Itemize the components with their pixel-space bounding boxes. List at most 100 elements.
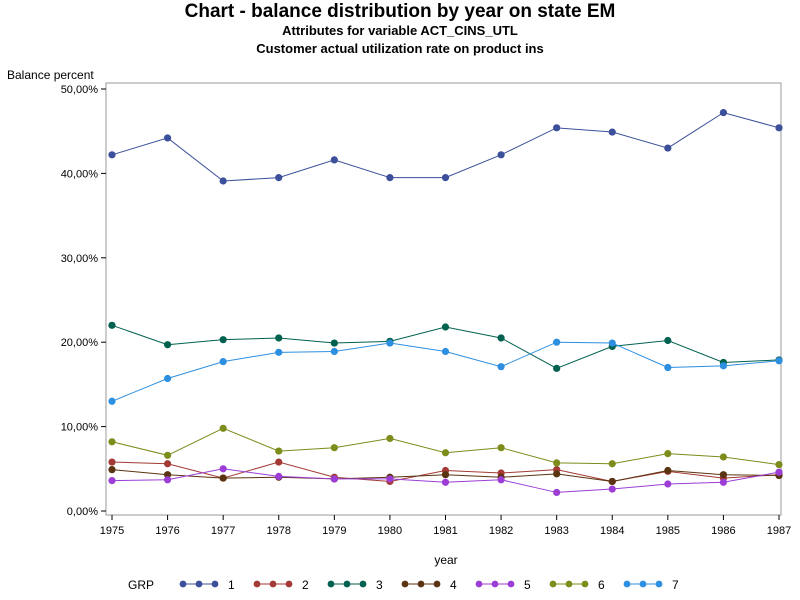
data-point-7 xyxy=(497,363,505,371)
data-point-6 xyxy=(219,424,227,432)
x-tick-label: 1984 xyxy=(600,525,624,537)
data-point-7 xyxy=(775,357,783,365)
y-axis-label: Balance percent xyxy=(7,68,94,82)
legend-marker-6 xyxy=(581,580,589,588)
data-point-7 xyxy=(108,397,116,405)
x-tick-label: 1981 xyxy=(433,525,457,537)
legend-marker-7 xyxy=(623,580,631,588)
y-tick-label: 0,00% xyxy=(67,506,98,518)
data-point-3 xyxy=(664,336,672,345)
legend-label-4: 4 xyxy=(450,578,457,592)
data-point-4 xyxy=(719,471,728,479)
legend-marker-6 xyxy=(565,580,573,588)
data-point-7 xyxy=(386,339,394,347)
x-axis-label: year xyxy=(434,553,457,567)
data-point-1 xyxy=(219,177,227,185)
data-point-1 xyxy=(163,134,172,142)
data-point-1 xyxy=(330,156,338,164)
legend-label-2: 2 xyxy=(302,578,309,592)
data-point-7 xyxy=(163,374,172,383)
data-point-7 xyxy=(441,347,450,356)
data-point-3 xyxy=(497,334,505,342)
legend-marker-3 xyxy=(343,580,351,588)
data-point-5 xyxy=(386,475,394,483)
data-point-7 xyxy=(219,358,227,366)
data-point-7 xyxy=(719,362,728,370)
data-point-1 xyxy=(775,124,783,132)
legend-label-3: 3 xyxy=(376,578,383,592)
x-tick-label: 1978 xyxy=(267,525,291,537)
data-point-1 xyxy=(719,109,728,117)
data-point-5 xyxy=(553,488,561,497)
legend-marker-4 xyxy=(401,580,409,588)
legend-marker-6 xyxy=(549,580,557,588)
x-tick-label: 1983 xyxy=(544,525,568,537)
data-point-3 xyxy=(441,323,450,331)
data-point-6 xyxy=(553,459,561,467)
data-point-5 xyxy=(330,475,338,483)
legend-marker-7 xyxy=(639,580,647,588)
data-point-6 xyxy=(775,460,783,469)
legend-marker-5 xyxy=(491,580,499,588)
x-tick-label: 1980 xyxy=(378,525,402,537)
data-point-2 xyxy=(108,458,116,466)
data-point-6 xyxy=(719,453,728,461)
legend-marker-5 xyxy=(475,580,483,588)
y-tick-label: 20,00% xyxy=(61,337,99,349)
x-tick-label: 1987 xyxy=(767,525,791,537)
data-point-5 xyxy=(719,478,728,486)
data-point-1 xyxy=(386,174,394,182)
data-point-3 xyxy=(163,341,172,349)
legend: GRP 1 2 3 4 5 6 7 xyxy=(128,578,679,592)
data-point-5 xyxy=(441,478,450,486)
data-point-1 xyxy=(441,174,450,182)
data-point-1 xyxy=(108,151,116,159)
data-point-1 xyxy=(664,144,672,152)
legend-label-7: 7 xyxy=(672,578,679,592)
chart-subtitle-2: Customer actual utilization rate on prod… xyxy=(256,41,543,56)
legend-marker-2 xyxy=(285,580,293,588)
data-point-6 xyxy=(163,451,172,459)
legend-marker-2 xyxy=(253,580,261,588)
legend-marker-4 xyxy=(417,580,425,588)
data-point-5 xyxy=(664,480,672,488)
data-point-5 xyxy=(163,476,172,484)
data-point-3 xyxy=(553,364,561,372)
chart-subtitle-1: Attributes for variable ACT_CINS_UTL xyxy=(282,23,518,38)
data-point-4 xyxy=(163,471,172,479)
legend-title: GRP xyxy=(128,578,154,592)
legend-marker-2 xyxy=(269,580,277,588)
legend-marker-3 xyxy=(359,580,367,588)
legend-marker-1 xyxy=(211,580,219,588)
data-point-4 xyxy=(108,466,116,474)
series-line-6 xyxy=(111,427,780,466)
data-point-3 xyxy=(219,336,227,344)
x-tick-label: 1979 xyxy=(322,525,346,537)
y-tick-label: 40,00% xyxy=(61,168,99,180)
y-tick-label: 30,00% xyxy=(61,253,99,265)
data-point-3 xyxy=(275,334,283,342)
data-point-6 xyxy=(497,444,505,452)
data-point-7 xyxy=(608,339,616,347)
axes: 0,00% 10,00% 20,00% 30,00% 40,00% 50,00% 1975 1… xyxy=(61,84,792,537)
data-point-3 xyxy=(108,321,116,329)
data-point-1 xyxy=(608,128,616,136)
data-point-1 xyxy=(275,174,283,182)
data-point-6 xyxy=(108,438,116,446)
data-point-3 xyxy=(330,339,338,347)
x-tick-label: 1986 xyxy=(711,525,735,537)
data-point-4 xyxy=(219,474,227,482)
data-point-6 xyxy=(664,450,672,458)
legend-label-6: 6 xyxy=(598,578,605,592)
data-point-7 xyxy=(664,363,672,372)
data-point-6 xyxy=(608,460,616,468)
data-point-5 xyxy=(608,485,616,493)
data-point-2 xyxy=(275,458,283,466)
legend-marker-1 xyxy=(195,580,203,588)
y-tick-label: 10,00% xyxy=(61,422,99,434)
data-point-6 xyxy=(275,447,283,455)
data-point-7 xyxy=(275,348,283,356)
x-tick-label: 1977 xyxy=(211,525,235,537)
series-group xyxy=(108,109,783,497)
